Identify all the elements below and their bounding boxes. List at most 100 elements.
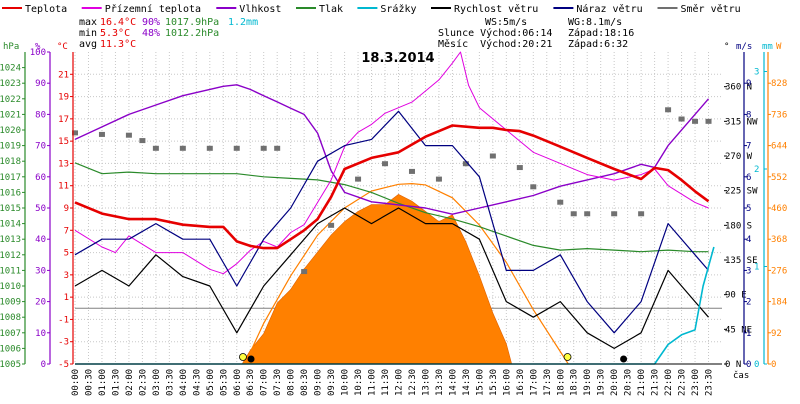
ground-temperature-line xyxy=(74,51,709,275)
x-tick-label: 03:00 xyxy=(152,369,162,396)
axis-tick-label-degC: 21 xyxy=(58,70,69,80)
axis-tick-label-degC: 17 xyxy=(58,115,69,125)
x-tick-label: 04:00 xyxy=(179,369,189,396)
x-tick-label: 11:00 xyxy=(368,369,378,396)
legend-label: Rychlost větru xyxy=(454,3,538,15)
axis-tick-label-W: 828 xyxy=(771,79,787,89)
wind-direction-marker xyxy=(692,118,699,124)
stat-avg-temp: 11.3°C xyxy=(100,39,136,50)
legend: Teplota Přízemní teplota Vlhkost Tlak Srážky… xyxy=(2,3,741,15)
axis-tick-label-pct: 60 xyxy=(35,173,46,183)
wind-direction-marker xyxy=(705,118,712,124)
axis-tick-label-ms: 6 xyxy=(746,173,751,183)
axis-tick-label-degC: 1 xyxy=(64,293,69,303)
wind-direction-marker xyxy=(530,184,537,190)
solar-radiation-fill xyxy=(75,194,722,365)
stat-ws: WS:5m/s xyxy=(485,17,527,28)
x-tick-label: 23:00 xyxy=(691,369,701,396)
stat-min-hum: 48% xyxy=(142,28,160,39)
legend-label: Tlak xyxy=(319,4,343,15)
axis-tick-label-hPa: 1014 xyxy=(0,220,21,230)
axis-tick-label-hPa: 1009 xyxy=(0,298,21,308)
stat-max-label: max xyxy=(79,17,97,28)
chart-series xyxy=(72,51,715,365)
x-tick-label: 19:30 xyxy=(597,369,607,396)
axis-tick-label-ms: 3 xyxy=(746,266,751,276)
axis-tick-label-mm: 1 xyxy=(754,263,759,273)
x-tick-label: 10:30 xyxy=(354,369,364,396)
x-tick-label: 01:00 xyxy=(98,369,108,396)
stat-moon-rise: Měsíc Východ:20:21 xyxy=(438,38,552,50)
axis-tick-label-ms: 5 xyxy=(746,204,751,214)
wind-direction-marker xyxy=(638,211,645,217)
axis-label-pct: % xyxy=(35,42,41,52)
axis-tick-label-degC: 3 xyxy=(64,271,69,281)
x-tick-label: 15:00 xyxy=(475,369,485,396)
axis-tick-label-mm: 0 xyxy=(754,360,759,370)
stat-max-temp: 16.4°C xyxy=(100,17,136,28)
solar-radiation-area xyxy=(75,182,722,365)
x-tick-label: 07:30 xyxy=(273,369,283,396)
axis-tick-label-mm: 2 xyxy=(754,165,759,175)
axis-tick-label-pct: 40 xyxy=(35,235,46,245)
axis-tick-label-deg: 225 SW xyxy=(725,187,758,197)
x-tick-label: 14:30 xyxy=(462,369,472,396)
x-tick-label: 21:30 xyxy=(651,369,661,396)
x-tick-label: 08:00 xyxy=(287,369,297,396)
wind-speed-line xyxy=(74,207,709,349)
axis-tick-label-hPa: 1018 xyxy=(0,157,21,167)
x-tick-label: 18:30 xyxy=(570,369,580,396)
wind-direction-marker xyxy=(233,145,240,151)
axis-tick-label-ms: 1 xyxy=(746,329,751,339)
legend-label: Směr větru xyxy=(681,3,741,15)
x-tick-label: 04:30 xyxy=(192,369,202,396)
axis-tick-label-W: 644 xyxy=(771,142,787,152)
x-tick-label: 22:30 xyxy=(678,369,688,396)
axis-tick-label-W: 276 xyxy=(771,266,787,276)
stat-moon-set: Západ:6:32 xyxy=(568,38,628,50)
axis-tick-label-hPa: 1020 xyxy=(0,126,21,136)
axis-tick-label-degC: 7 xyxy=(64,226,69,236)
stat-min-temp: 5.3°C xyxy=(100,28,130,39)
axis-tick-label-deg: 270 W xyxy=(725,152,753,162)
legend-label: Vlhkost xyxy=(239,4,281,15)
pressure-line xyxy=(74,162,709,253)
x-tick-label: 13:00 xyxy=(421,369,431,396)
axis-tick-label-pct: 0 xyxy=(41,360,46,370)
x-tick-label: 13:30 xyxy=(435,369,445,396)
axis-tick-label-deg: 180 S xyxy=(725,221,752,231)
x-tick-label: 11:30 xyxy=(381,369,391,396)
axis-tick-label-hPa: 1006 xyxy=(0,344,21,354)
x-tick-label: 10:00 xyxy=(341,369,351,396)
axis-tick-label-hPa: 1012 xyxy=(0,251,21,261)
x-tick-label: 02:30 xyxy=(138,369,148,396)
axis-tick-label-pct: 90 xyxy=(35,79,46,89)
x-tick-label: 09:00 xyxy=(314,369,324,396)
axis-label-ms: m/s xyxy=(736,42,752,52)
x-axis-ticks: 00:00 00:30 01:00 01:30 02:00 02:30 03:00 03:30… xyxy=(71,369,715,396)
axis-tick-label-hPa: 1023 xyxy=(0,79,21,89)
axis-tick-label-deg: 135 SE xyxy=(725,256,758,266)
axis-tick-label-pct: 70 xyxy=(35,142,46,152)
wind-direction-marker xyxy=(570,211,577,217)
stat-max-press: 1017.9hPa xyxy=(165,17,219,28)
axis-tick-label-degC: -3 xyxy=(58,338,69,348)
axis-tick-label-deg: 90 E xyxy=(725,291,747,301)
moonset-marker xyxy=(247,355,255,363)
x-tick-label: 03:30 xyxy=(165,369,175,396)
wind-direction-marker xyxy=(206,145,213,151)
axis-tick-label-mm: 3 xyxy=(754,68,759,78)
axis-tick-label-degC: 11 xyxy=(58,182,69,192)
axis-tick-label-ms: 8 xyxy=(746,110,751,120)
x-tick-label: 09:30 xyxy=(327,369,337,396)
wind-direction-marker xyxy=(260,145,267,151)
legend-label: Srážky xyxy=(380,3,416,15)
legend-label: Náraz větru xyxy=(576,3,642,15)
axis-tick-label-hPa: 1024 xyxy=(0,64,21,74)
x-tick-label: 00:00 xyxy=(71,369,81,396)
axis-tick-label-hPa: 1007 xyxy=(0,329,21,339)
axis-tick-label-W: 0 xyxy=(771,360,776,370)
wind-direction-marker xyxy=(139,138,146,144)
